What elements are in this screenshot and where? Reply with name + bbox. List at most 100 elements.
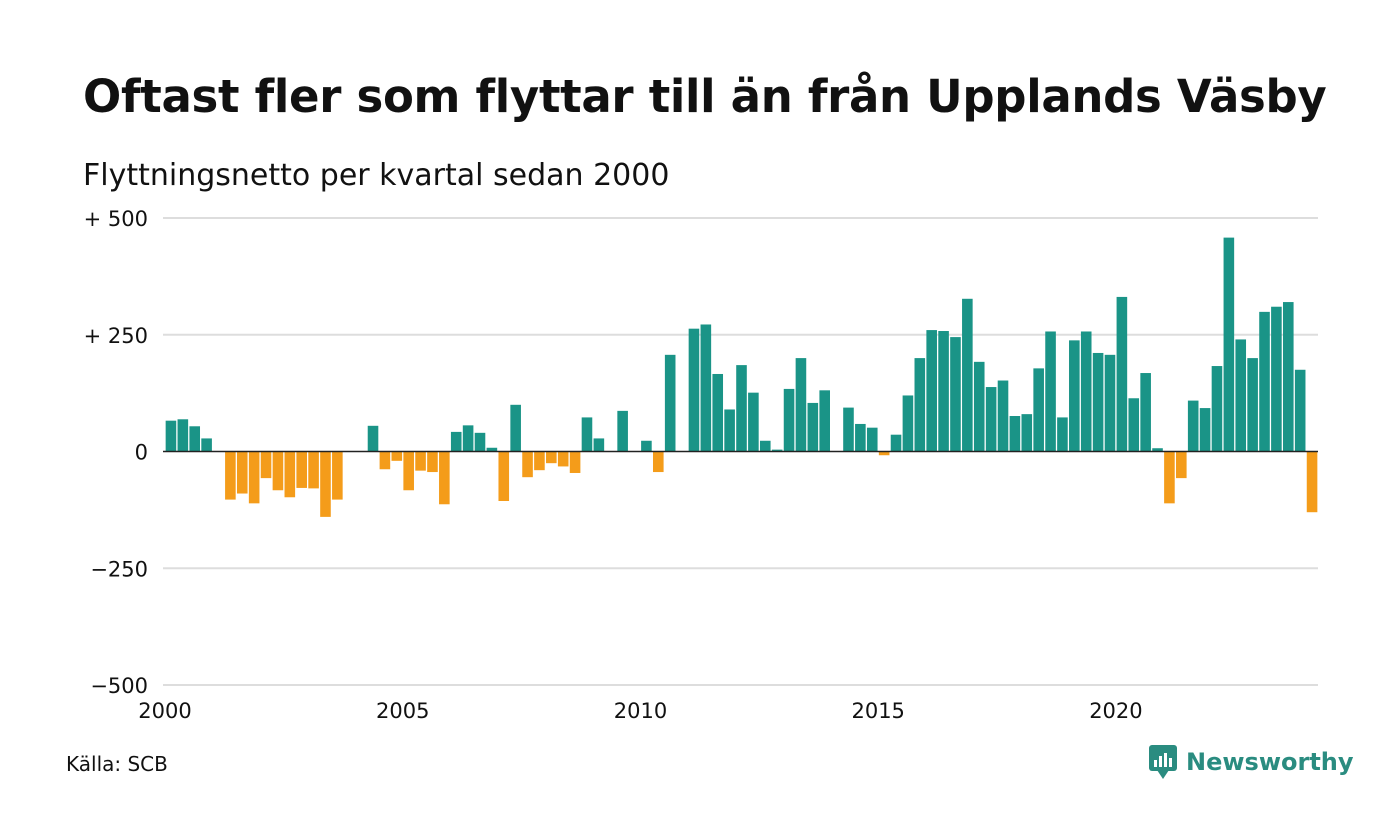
bar-2000-Q3 (189, 426, 201, 452)
bar-2011-Q1 (688, 328, 700, 452)
bar-2005-Q1 (403, 451, 414, 491)
bar-2016-Q2 (938, 331, 949, 452)
bar-2013-Q2 (795, 358, 807, 452)
bar-2021-Q2 (1176, 451, 1187, 479)
bar-2023-Q4 (1294, 369, 1306, 452)
x-tick-label: 2020 (1089, 699, 1142, 723)
bar-2003-Q3 (332, 451, 343, 500)
source-label: Källa: SCB (66, 752, 168, 776)
bar-2016-Q1 (926, 330, 937, 452)
bar-2022-Q1 (1211, 366, 1223, 452)
bar-2007-Q3 (522, 451, 533, 478)
bar-2005-Q2 (415, 451, 426, 471)
bar-2003-Q1 (308, 451, 319, 489)
bar-2008-Q2 (557, 451, 569, 467)
bar-2019-Q1 (1069, 340, 1080, 452)
bar-2000-Q2 (177, 419, 189, 452)
bar-2005-Q3 (427, 451, 438, 473)
bar-2008-Q4 (581, 417, 593, 452)
bar-2015-Q4 (914, 358, 926, 452)
y-axis-ticks: + 500 + 250 0 −250 −500 (84, 207, 148, 698)
bar-2007-Q1 (498, 451, 510, 501)
bar-2006-Q1 (450, 431, 462, 452)
bar-2019-Q4 (1104, 354, 1116, 452)
x-axis-ticks: 2000 2005 2010 2015 2020 (138, 699, 1142, 723)
bar-2007-Q2 (510, 404, 521, 452)
bar-2023-Q2 (1271, 306, 1282, 452)
bar-2011-Q4 (724, 409, 735, 452)
bar-2008-Q3 (569, 451, 581, 473)
bar-2002-Q2 (272, 451, 284, 491)
brand-logo: Newsworthy (1148, 743, 1354, 781)
bar-2017-Q2 (985, 387, 997, 452)
bar-2001-Q3 (236, 451, 248, 494)
bar-2004-Q4 (391, 451, 403, 461)
bar-2022-Q2 (1223, 237, 1235, 452)
bar-2006-Q2 (462, 425, 474, 452)
bar-2014-Q4 (866, 427, 878, 452)
bar-2019-Q3 (1092, 352, 1104, 452)
bar-2020-Q3 (1140, 373, 1151, 452)
bar-2002-Q1 (260, 451, 272, 479)
bar-2020-Q2 (1128, 398, 1140, 452)
bar-2010-Q1 (641, 440, 652, 452)
bar-2015-Q3 (902, 395, 914, 452)
y-tick-label: + 250 (84, 324, 148, 348)
bar-2000-Q1 (165, 420, 177, 452)
bar-2017-Q3 (997, 380, 1009, 452)
bar-2002-Q4 (296, 451, 307, 488)
y-tick-label: −250 (90, 557, 148, 581)
bar-2001-Q2 (225, 451, 236, 500)
bar-2016-Q3 (950, 337, 961, 452)
bar-2017-Q4 (1009, 416, 1021, 452)
bar-2018-Q1 (1021, 414, 1033, 452)
bar-2015-Q1 (878, 451, 890, 456)
bar-2014-Q2 (843, 407, 854, 452)
bar-2021-Q4 (1199, 408, 1211, 452)
bar-2002-Q3 (284, 451, 296, 498)
bar-2012-Q4 (771, 449, 783, 452)
bar-2016-Q4 (962, 298, 973, 452)
bar-2023-Q1 (1259, 311, 1270, 452)
chart-title: Oftast fler som flyttar till än från Upp… (83, 70, 1327, 123)
bar-2008-Q1 (546, 451, 557, 464)
bar-2020-Q1 (1116, 296, 1128, 452)
bar-2020-Q4 (1152, 448, 1163, 452)
bar-2017-Q1 (973, 361, 985, 452)
bar-2011-Q3 (712, 373, 724, 452)
bar-2018-Q2 (1033, 368, 1044, 452)
bar-2010-Q3 (664, 354, 676, 452)
x-tick-label: 2015 (851, 699, 904, 723)
bar-2015-Q2 (890, 434, 902, 452)
bar-2007-Q4 (534, 451, 545, 471)
bar-2021-Q1 (1164, 451, 1175, 504)
brand-name: Newsworthy (1186, 748, 1354, 776)
bar-2013-Q1 (783, 388, 795, 452)
bar-2022-Q3 (1235, 339, 1247, 452)
bar-2023-Q3 (1282, 302, 1294, 452)
bar-2006-Q3 (474, 432, 486, 452)
bar-2014-Q3 (855, 423, 866, 452)
x-tick-label: 2005 (376, 699, 429, 723)
x-tick-label: 2000 (138, 699, 191, 723)
bar-2013-Q3 (807, 402, 819, 452)
chart-subtitle: Flyttningsnetto per kvartal sedan 2000 (83, 158, 670, 193)
bar-2012-Q3 (759, 440, 771, 452)
bar-2001-Q4 (248, 451, 260, 504)
bar-2012-Q2 (748, 392, 759, 452)
bar-2003-Q2 (320, 451, 331, 517)
bar-2005-Q4 (439, 451, 450, 505)
bar-2019-Q2 (1080, 331, 1092, 452)
newsworthy-logo-icon (1149, 745, 1177, 779)
bar-2009-Q3 (617, 410, 628, 452)
bar-2004-Q2 (367, 425, 379, 452)
bar-2006-Q4 (486, 447, 498, 452)
bar-2018-Q3 (1045, 331, 1056, 452)
bar-2022-Q4 (1247, 358, 1258, 452)
x-tick-label: 2010 (614, 699, 667, 723)
bar-2009-Q1 (593, 438, 605, 452)
y-tick-label: 0 (135, 441, 148, 465)
bar-2011-Q2 (700, 324, 712, 452)
bar-2000-Q4 (201, 438, 212, 452)
